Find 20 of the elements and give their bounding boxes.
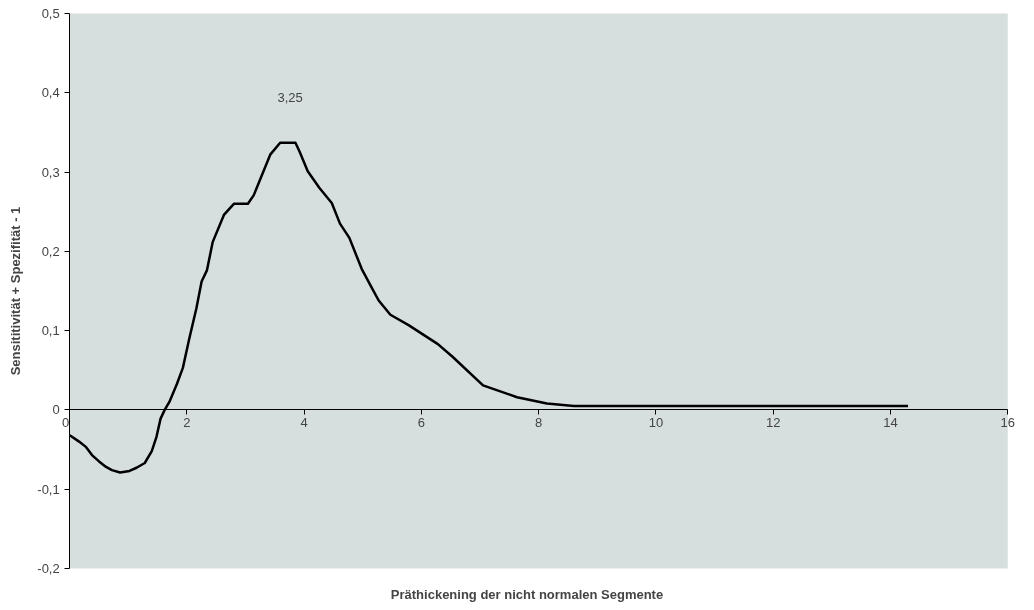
x-tick-label: 2 [183,414,191,430]
x-tick-label: 0 [62,414,70,430]
annotation: 3,25 [277,90,303,106]
x-tick-label: 4 [300,414,308,430]
x-axis-title: Präthickening der nicht normalen Segmente [390,586,664,602]
x-tick-label: 16 [1000,414,1015,430]
x-tick-label: 14 [883,414,898,430]
x-tick-label: 12 [766,414,781,430]
y-tick-label: -0,2 [37,560,60,576]
y-tick-label: 0 [52,402,60,418]
y-tick-label: -0,1 [37,481,60,497]
x-tick-label: 8 [535,414,543,430]
y-tick-label: 0,5 [41,6,60,22]
x-tick-label: 6 [417,414,426,430]
y-tick-label: 0,3 [41,164,60,180]
x-tick-label: 10 [648,414,664,430]
y-tick-label: 0,4 [41,85,60,101]
y-tick-label: 0,1 [41,323,60,339]
y-tick-label: 0,2 [41,243,60,259]
y-axis-title: Sensititivität + Spezifität - 1 [7,206,23,376]
